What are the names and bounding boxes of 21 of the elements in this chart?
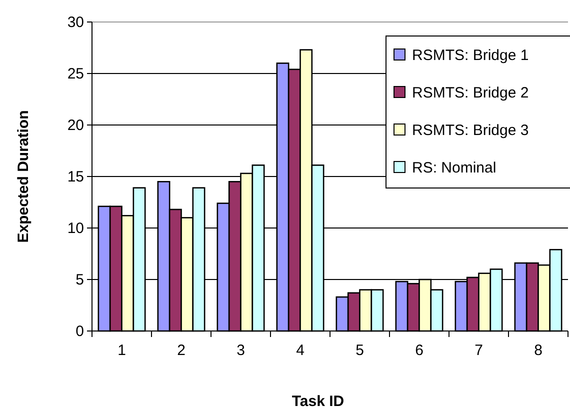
- x-tick-label: 6: [415, 342, 424, 359]
- x-tick-label: 8: [534, 342, 542, 359]
- y-tick-label: 0: [76, 322, 84, 340]
- y-axis-title: Expected Duration: [15, 110, 32, 243]
- x-tick-label: 2: [177, 342, 186, 359]
- x-tick-label: 1: [118, 342, 126, 359]
- legend-label: RSMTS: Bridge 3: [412, 122, 529, 139]
- x-axis-title: Task ID: [292, 393, 344, 410]
- legend-label: RSMTS: Bridge 2: [412, 84, 529, 102]
- y-tick-label: 5: [76, 271, 84, 288]
- legend-label: RS: Nominal: [412, 160, 496, 176]
- y-tick-label: 25: [67, 65, 84, 82]
- x-tick-label: 7: [474, 342, 483, 359]
- x-tick-label: 3: [236, 342, 245, 359]
- legend-label: RSMTS: Bridge 1: [412, 47, 529, 64]
- y-tick-label: 30: [67, 14, 84, 31]
- y-tick-label: 10: [67, 220, 84, 237]
- y-tick-label: 20: [67, 116, 84, 134]
- y-tick-label: 15: [67, 168, 84, 186]
- x-tick-label: 5: [356, 342, 364, 359]
- x-tick-label: 4: [296, 342, 304, 359]
